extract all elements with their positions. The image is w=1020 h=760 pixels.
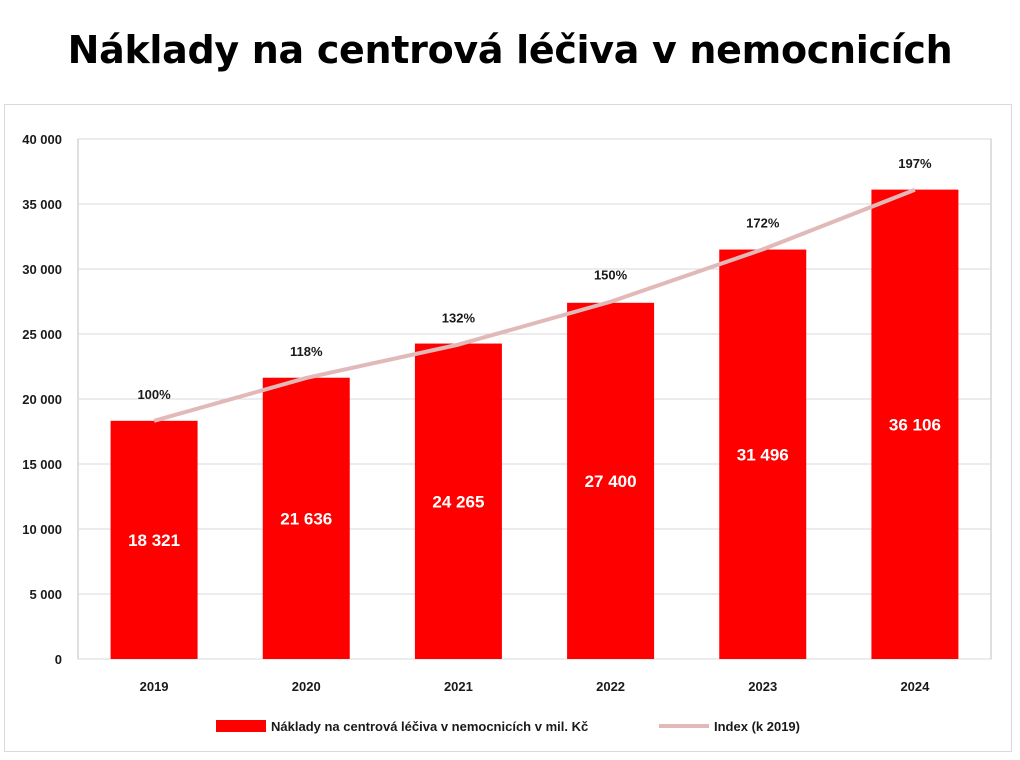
index-label: 172%: [746, 215, 780, 230]
page-title: Náklady na centrová léčiva v nemocnicích: [67, 28, 953, 72]
y-tick-label: 30 000: [22, 262, 62, 277]
bar: [110, 420, 198, 659]
grid-lines: [77, 138, 992, 660]
x-tick-label: 2022: [596, 679, 625, 694]
x-tick-label: 2020: [292, 679, 321, 694]
bar-value-label: 21 636: [280, 509, 332, 528]
legend-line-label: Index (k 2019): [714, 719, 800, 734]
legend-bar-label: Náklady na centrová léčiva v nemocnicích…: [271, 719, 588, 734]
bar: [262, 377, 350, 659]
legend: Náklady na centrová léčiva v nemocnicích…: [216, 719, 800, 734]
x-tick-label: 2023: [748, 679, 777, 694]
bars: 18 321 21 636 24 265 27 400 31 496 36 106: [110, 189, 959, 659]
index-line-group: 100% 118% 132% 150% 172% 197%: [137, 156, 932, 423]
bar: [871, 189, 959, 659]
y-tick-label: 20 000: [22, 392, 62, 407]
chart-frame: 0 5 000 10 000 15 000 20 000 25 000 30 000 35 0…: [4, 104, 1012, 752]
y-tick-label: 5 000: [29, 587, 62, 602]
x-tick-label: 2021: [444, 679, 473, 694]
x-tick-label: 2019: [140, 679, 169, 694]
bar-value-label: 27 400: [585, 472, 637, 491]
y-axis-ticks: 0 5 000 10 000 15 000 20 000 25 000 30 000 35 0…: [22, 132, 62, 667]
bar: [719, 249, 807, 659]
bar: [414, 343, 502, 659]
y-tick-label: 0: [55, 652, 62, 667]
bar-value-label: 24 265: [432, 492, 484, 511]
index-label: 150%: [594, 268, 628, 283]
index-line: [153, 187, 916, 423]
bar-value-label: 18 321: [128, 531, 180, 550]
y-tick-label: 40 000: [22, 132, 62, 147]
x-tick-label: 2024: [900, 679, 930, 694]
y-tick-label: 10 000: [22, 522, 62, 537]
index-label: 197%: [898, 156, 932, 171]
y-tick-label: 25 000: [22, 327, 62, 342]
index-label: 118%: [290, 344, 323, 359]
bar-value-label: 36 106: [889, 415, 941, 434]
y-tick-label: 15 000: [22, 457, 62, 472]
bar-value-label: 31 496: [737, 445, 789, 464]
bar: [567, 302, 655, 659]
index-label: 100%: [137, 387, 171, 402]
chart: 0 5 000 10 000 15 000 20 000 25 000 30 000 35 0…: [22, 132, 992, 734]
x-axis-ticks: 2019 2020 2021 2022 2023 2024: [140, 679, 931, 694]
y-tick-label: 35 000: [22, 197, 62, 212]
legend-bar-swatch: [216, 720, 266, 732]
index-label: 132%: [442, 311, 476, 326]
